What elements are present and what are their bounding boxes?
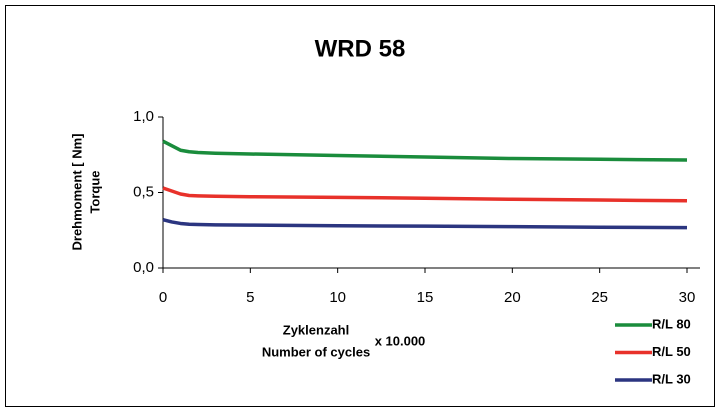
x-tick-label: 25 [591, 289, 608, 306]
line [162, 186, 688, 203]
x-tick-label: 30 [679, 289, 696, 306]
legend-label: R/L 50 [652, 344, 691, 359]
frame [5, 5, 715, 407]
x-axis-label: Number of cycles [262, 344, 370, 359]
y-tick-label: 0,0 [133, 259, 154, 276]
x-axis-label: Zyklenzahl [283, 322, 349, 337]
line [162, 139, 688, 162]
y-axis-label: Drehmoment [ Nm] [69, 133, 84, 250]
legend-label: R/L 80 [652, 316, 691, 331]
x-tick-label: 10 [329, 289, 346, 306]
line [162, 217, 688, 230]
x-tick-label: 20 [504, 289, 521, 306]
x-tick-label: 15 [417, 289, 434, 306]
y-tick-label: 0,5 [133, 183, 154, 200]
y-axis-label: Torque [87, 170, 102, 213]
x-axis-unit: x 10.000 [375, 333, 426, 348]
x-tick-label: 5 [246, 289, 254, 306]
y-tick-label: 1,0 [133, 108, 154, 125]
x-tick-label: 0 [159, 289, 167, 306]
legend-label: R/L 30 [652, 371, 691, 386]
chart-title: WRD 58 [315, 35, 406, 62]
